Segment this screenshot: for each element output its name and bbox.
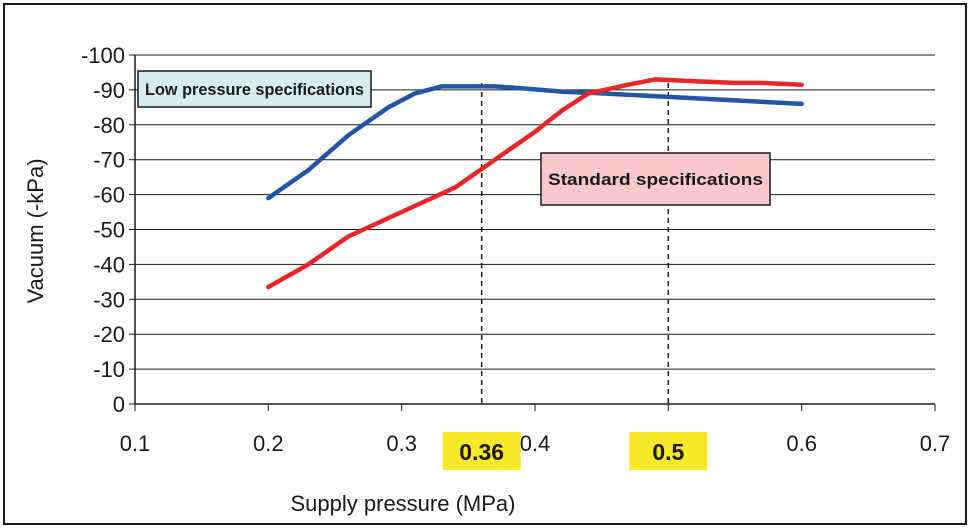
y-axis-title: Vacuum (-kPa) — [23, 158, 48, 303]
x-tick-label: 0.1 — [120, 431, 151, 456]
callouts: Low pressure specifications Standard spec… — [137, 70, 771, 206]
series-lines — [266, 77, 804, 290]
reference-lines — [480, 83, 670, 404]
callout-label: Standard specifications — [548, 170, 763, 189]
series-line — [266, 77, 804, 290]
x-axis-title: Supply pressure (MPa) — [291, 491, 516, 516]
x-tick-label: 0.4 — [520, 431, 551, 456]
y-tick-label: -30 — [93, 287, 125, 312]
chart-frame: 0.10.20.30.40.50.60.7 -100-90-80-70-60-5… — [3, 3, 967, 525]
y-tick-label: -80 — [93, 113, 125, 138]
y-tick-label: -70 — [93, 148, 125, 173]
reference-marker-label: 0.36 — [459, 439, 504, 465]
y-tick-label: -100 — [81, 43, 125, 68]
callout-label: Low pressure specifications — [145, 80, 364, 99]
y-tick-label: -60 — [93, 183, 125, 208]
reference-marker-label: 0.5 — [652, 439, 684, 465]
x-tick-label: 0.7 — [920, 431, 951, 456]
x-tick-label: 0.6 — [786, 431, 817, 456]
vacuum-vs-pressure-chart: 0.10.20.30.40.50.60.7 -100-90-80-70-60-5… — [23, 43, 951, 516]
y-tick-label: -50 — [93, 218, 125, 243]
reference-marker-highlight — [442, 432, 521, 470]
y-tick-labels: -100-90-80-70-60-50-40-30-20-100 — [81, 43, 125, 417]
x-tick-labels: 0.10.20.30.40.50.60.7 — [120, 431, 951, 456]
series-line — [266, 84, 804, 201]
x-tick-label: 0.3 — [386, 431, 417, 456]
y-tick-label: -90 — [93, 78, 125, 103]
y-tick-label: 0 — [113, 392, 125, 417]
y-tick-label: -10 — [93, 357, 125, 382]
callout-box — [540, 152, 771, 206]
reference-marker-highlight — [629, 432, 708, 470]
reference-markers: 0.36 0.5 — [442, 432, 708, 470]
axes — [134, 55, 936, 411]
x-tick-label: 0.2 — [253, 431, 284, 456]
y-tick-label: -20 — [93, 322, 125, 347]
callout-box — [137, 70, 372, 108]
y-tick-label: -40 — [93, 252, 125, 277]
